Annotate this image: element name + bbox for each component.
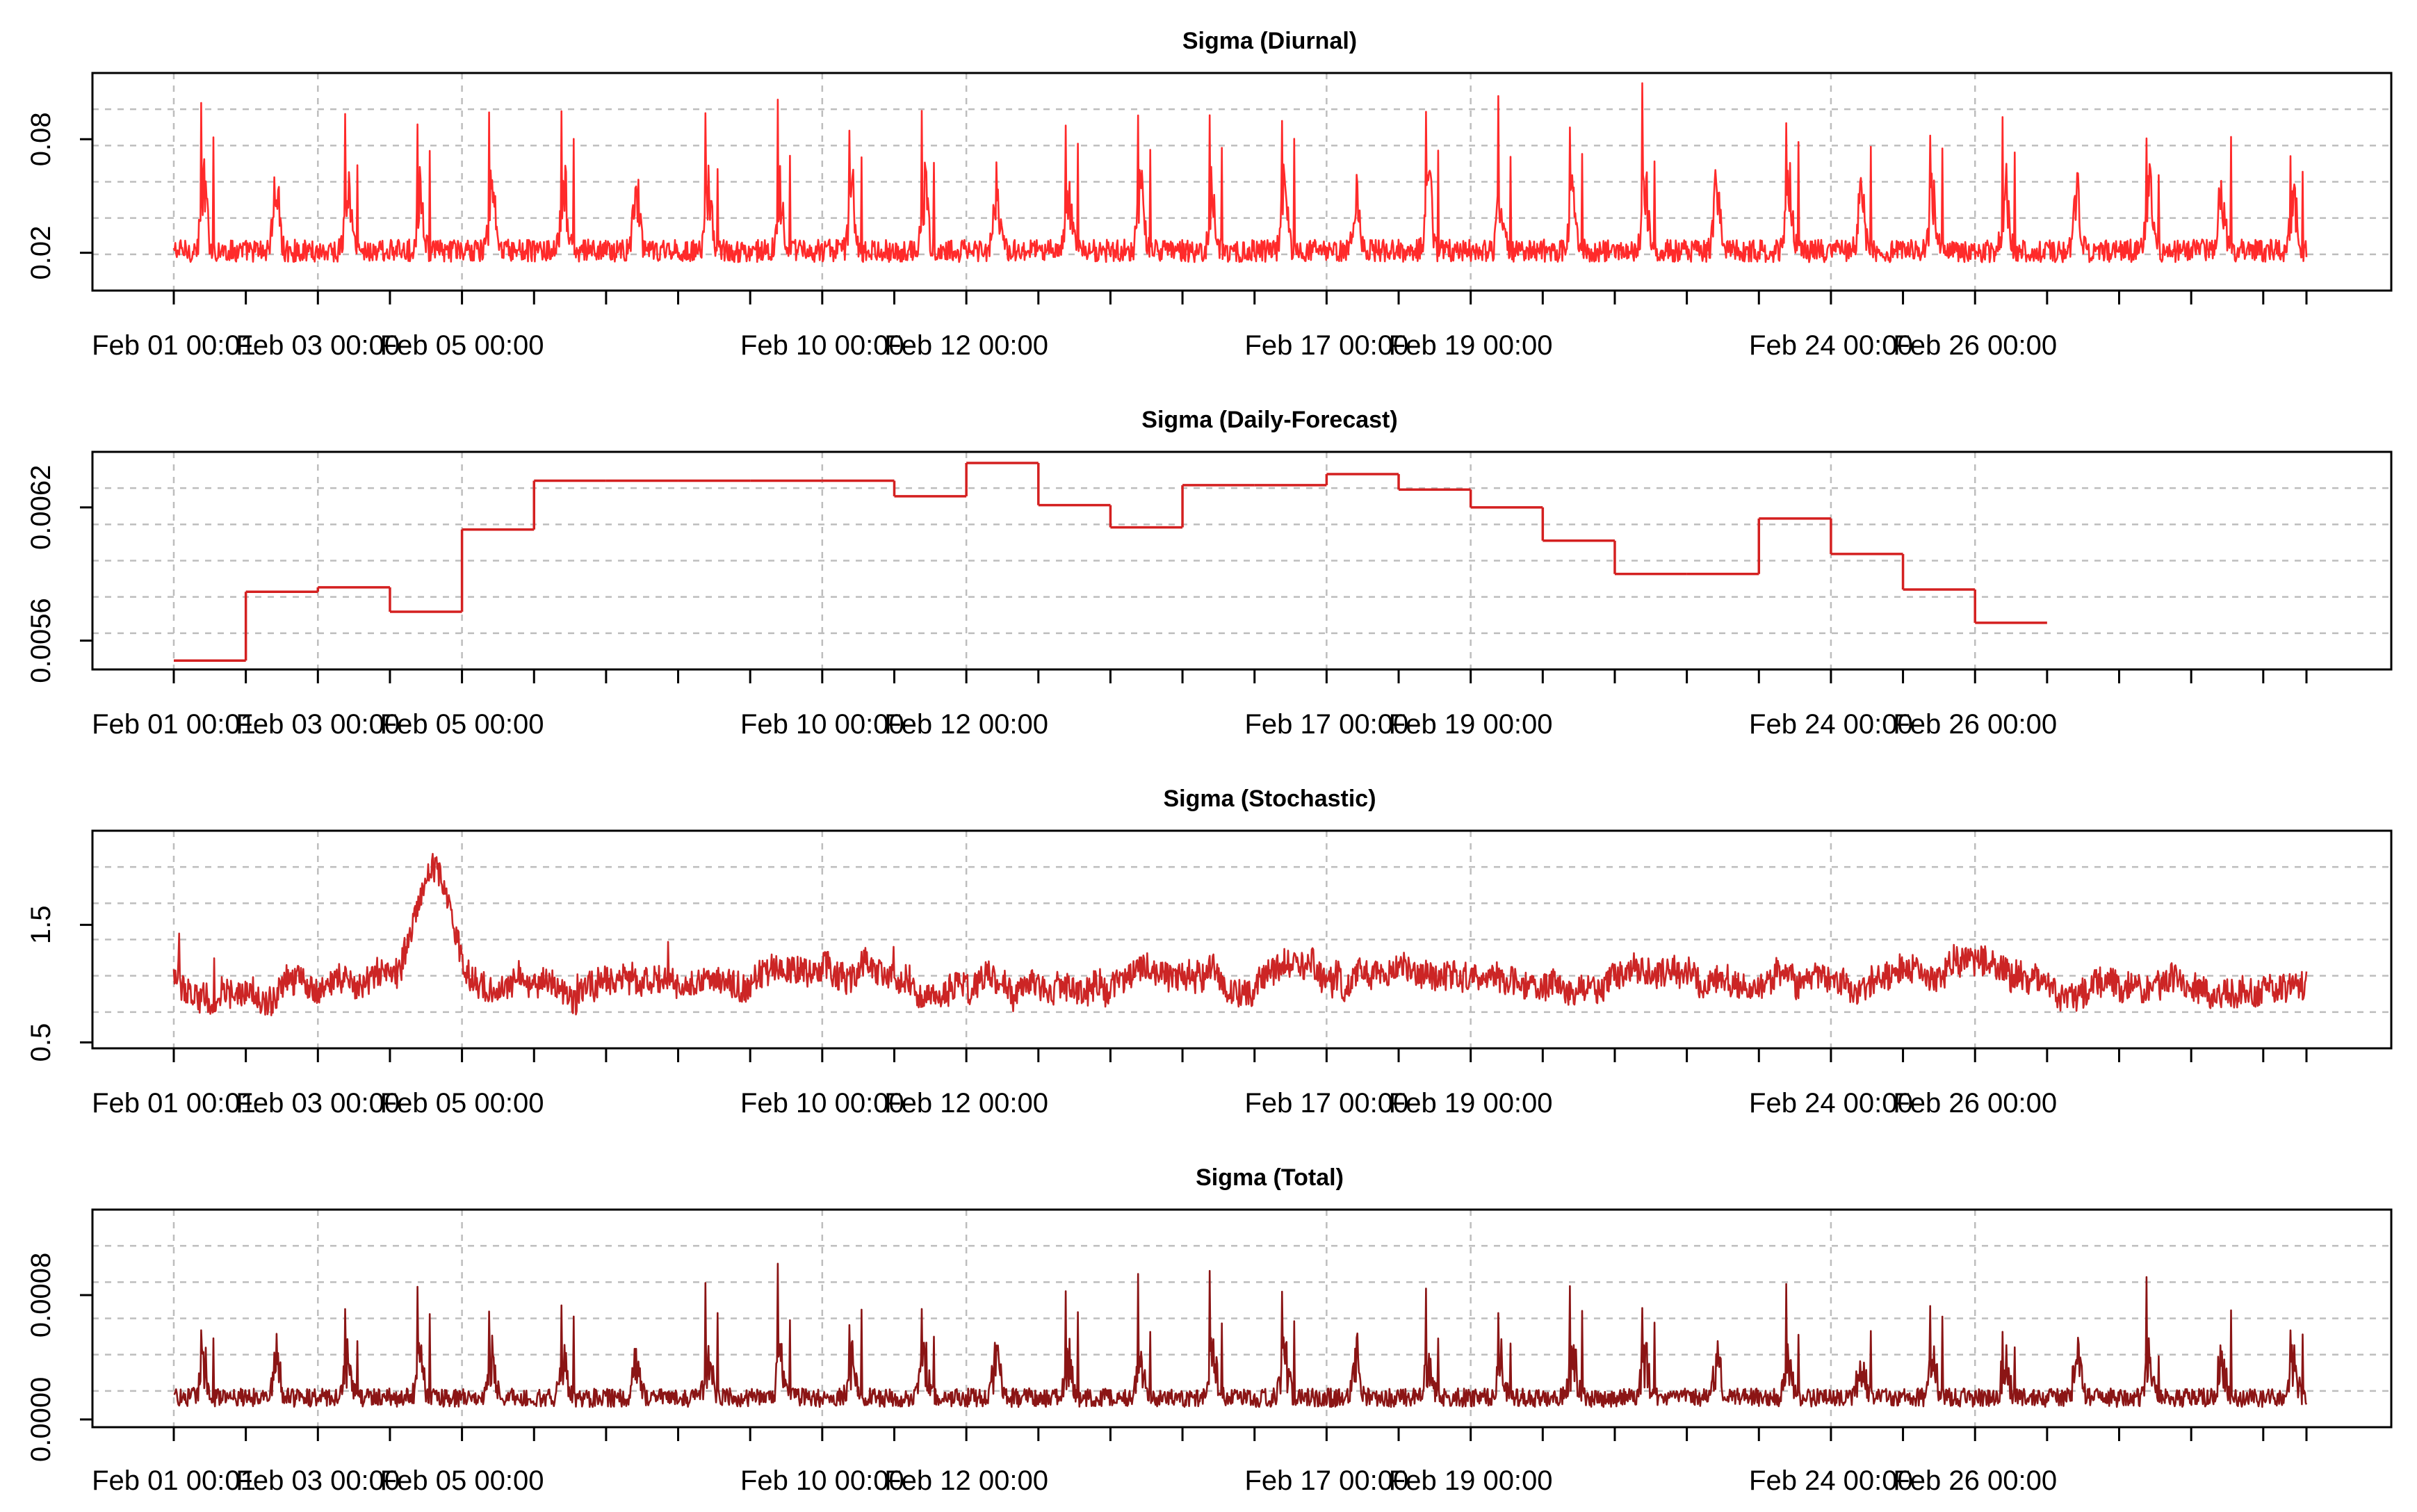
- x-tick-label: Feb 10 00:00: [740, 709, 904, 740]
- series: [172, 82, 2308, 263]
- x-tick-label: Feb 03 00:00: [236, 1088, 400, 1119]
- x-tick-label: Feb 03 00:00: [236, 709, 400, 740]
- y-tick-label: 0.5: [26, 1023, 56, 1062]
- x-tick-label: Feb 24 00:00: [1749, 1088, 1913, 1119]
- y-tick-label: 0.0056: [26, 598, 56, 683]
- grid: [92, 452, 2391, 669]
- x-tick-label: Feb 12 00:00: [884, 1465, 1048, 1496]
- x-tick-label: Feb 24 00:00: [1749, 709, 1913, 740]
- plot-frame: [91, 450, 2393, 671]
- x-tick-label: Feb 17 00:00: [1245, 1088, 1409, 1119]
- chart-title: Sigma (Total): [1196, 1164, 1344, 1191]
- chart-title: Sigma (Stochastic): [1163, 786, 1376, 812]
- x-tick-label: Feb 10 00:00: [740, 1465, 904, 1496]
- x-tick-label: Feb 26 00:00: [1893, 1088, 2057, 1119]
- x-tick-label: Feb 03 00:00: [236, 1465, 400, 1496]
- x-tick-label: Feb 01 00:01: [92, 1088, 256, 1119]
- x-tick-label: Feb 03 00:00: [236, 330, 400, 361]
- x-tick-label: Feb 12 00:00: [884, 330, 1048, 361]
- y-ticks: 0.02 0.08: [26, 112, 92, 279]
- x-tick-label: Feb 19 00:00: [1389, 1088, 1553, 1119]
- x-tick-label: Feb 01 00:01: [92, 1465, 256, 1496]
- x-tick-label: Feb 05 00:00: [380, 330, 544, 361]
- plot-frame: [91, 72, 2393, 292]
- y-ticks: 0.5 1.5: [26, 906, 92, 1062]
- y-tick-label: 0.0000: [26, 1377, 56, 1462]
- x-tick-label: Feb 17 00:00: [1245, 1465, 1409, 1496]
- chart-title: Sigma (Diurnal): [1182, 28, 1357, 54]
- x-tick-label: Feb 17 00:00: [1245, 330, 1409, 361]
- x-tick-label: Feb 26 00:00: [1893, 1465, 2057, 1496]
- x-tick-label: Feb 12 00:00: [884, 1088, 1048, 1119]
- x-tick-label: Feb 24 00:00: [1749, 330, 1913, 361]
- series: [174, 462, 2047, 662]
- x-tick-label: Feb 17 00:00: [1245, 709, 1409, 740]
- x-tick-label: Feb 05 00:00: [380, 709, 544, 740]
- x-tick-label: Feb 19 00:00: [1389, 1465, 1553, 1496]
- x-tick-label: Feb 01 00:01: [92, 330, 256, 361]
- grid: [92, 831, 2391, 1048]
- x-tick-label: Feb 12 00:00: [884, 709, 1048, 740]
- x-tick-label: Feb 05 00:00: [380, 1088, 544, 1119]
- x-tick-label: Feb 10 00:00: [740, 1088, 904, 1119]
- series-line: [173, 1262, 2308, 1408]
- series-line: [172, 852, 2308, 1016]
- y-tick-label: 0.0062: [26, 465, 56, 550]
- y-tick-label: 0.08: [26, 112, 56, 166]
- x-tick-label: Feb 19 00:00: [1389, 709, 1553, 740]
- series-line: [172, 82, 2308, 263]
- x-tick-label: Feb 01 00:01: [92, 709, 256, 740]
- series: [173, 1262, 2308, 1408]
- x-tick-label: Feb 24 00:00: [1749, 1465, 1913, 1496]
- y-tick-label: 0.02: [26, 226, 56, 280]
- plot-frame: [91, 829, 2393, 1050]
- y-ticks: 0.0000 0.0008: [26, 1253, 92, 1462]
- x-tick-label: Feb 19 00:00: [1389, 330, 1553, 361]
- series: [172, 852, 2308, 1016]
- x-tick-label: Feb 10 00:00: [740, 330, 904, 361]
- x-tick-label: Feb 26 00:00: [1893, 330, 2057, 361]
- plot-frame: [91, 1208, 2393, 1429]
- y-ticks: 0.0056 0.0062: [26, 465, 92, 683]
- y-tick-label: 0.0008: [26, 1253, 56, 1338]
- x-tick-label: Feb 05 00:00: [380, 1465, 544, 1496]
- y-tick-label: 1.5: [26, 906, 56, 945]
- x-tick-label: Feb 26 00:00: [1893, 709, 2057, 740]
- chart-title: Sigma (Daily-Forecast): [1141, 407, 1397, 433]
